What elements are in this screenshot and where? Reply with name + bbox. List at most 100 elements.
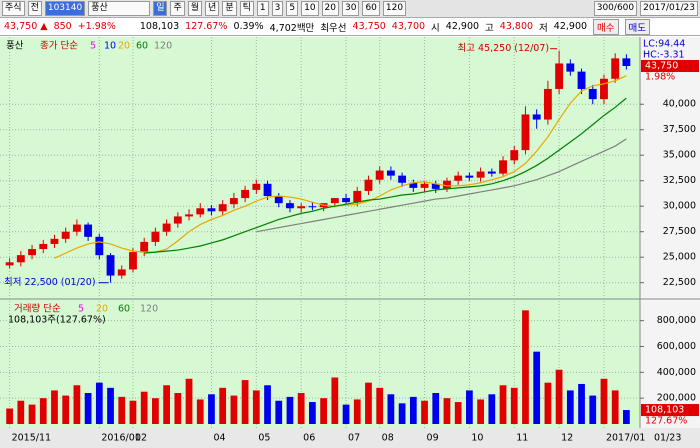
candle-body: [140, 241, 149, 253]
tool[interactable]: 틱: [239, 1, 254, 16]
candle-body: [510, 150, 519, 161]
buy-button[interactable]: 매수: [593, 18, 619, 35]
y-tick-label: 35,000: [663, 150, 696, 161]
candle-body: [499, 160, 507, 174]
candle-body: [207, 208, 216, 212]
y-tick-label: 37,500: [663, 124, 696, 135]
volume-bar: [95, 382, 103, 424]
candle-body: [72, 224, 81, 232]
ask: 43,750: [352, 21, 386, 32]
candle-body: [50, 238, 59, 244]
volume-bar: [342, 404, 350, 424]
legend-entry: 20: [96, 304, 108, 315]
tool[interactable]: 60: [362, 1, 380, 16]
x-tick-label: 11: [516, 433, 528, 444]
volume-bar: [140, 391, 148, 424]
tool[interactable]: 1: [256, 1, 269, 16]
volume-bar: [600, 378, 608, 424]
candle-body: [16, 255, 25, 263]
range[interactable]: 300/600: [593, 1, 638, 16]
candle-body: [330, 198, 339, 204]
volume-bar: [39, 398, 47, 424]
candle-body: [521, 114, 530, 151]
stock-name[interactable]: 풍산: [88, 1, 151, 16]
x-tick-label: 08: [382, 433, 394, 444]
tool[interactable]: 일: [153, 1, 168, 16]
legend-entry: 60: [136, 41, 148, 52]
volume-bar: [264, 385, 271, 424]
candle-body: [476, 171, 485, 178]
candle-body: [487, 171, 496, 174]
tool[interactable]: 20: [321, 1, 339, 16]
rate: +1.98%: [77, 21, 116, 32]
low-note: 최저 22,500 (01/20): [4, 277, 96, 288]
volume-bar: [398, 403, 406, 424]
legend-entry: 10: [104, 41, 116, 52]
volume-bar: [51, 390, 58, 424]
x-tick-label: 05: [258, 433, 270, 444]
tool[interactable]: 120: [382, 1, 407, 16]
volume-bar: [421, 400, 428, 424]
volume-bar: [544, 382, 552, 424]
volume-bar: [432, 393, 440, 424]
volume-bar: [353, 399, 361, 424]
volume-bar: [409, 396, 417, 424]
candle-body: [229, 198, 238, 205]
tool[interactable]: 30: [342, 1, 360, 16]
candle-body: [95, 236, 104, 256]
candle-body: [39, 243, 48, 250]
volume-bar: [62, 395, 70, 424]
sell-button[interactable]: 매도: [624, 18, 651, 35]
volume-bar: [73, 385, 81, 424]
candle-body: [443, 180, 451, 189]
low: 42,900: [553, 21, 588, 32]
volume-bar: [286, 396, 294, 424]
volume-bar: [611, 390, 619, 424]
volume-bar: [387, 394, 395, 424]
tool[interactable]: 5: [286, 1, 299, 16]
tool[interactable]: 10: [301, 1, 319, 16]
candle-body: [375, 170, 384, 180]
candle-body: [241, 189, 250, 199]
y-tick-label: 30,000: [663, 201, 696, 212]
candle-body: [543, 88, 552, 120]
turnover: 0.39%: [233, 21, 264, 32]
candle-body: [252, 183, 261, 190]
candle-body: [364, 179, 373, 191]
volume-bar: [499, 385, 507, 424]
date-axis-bg: [0, 428, 700, 448]
volume-rate: 127.67%: [645, 416, 687, 427]
volume-bar: [533, 351, 541, 424]
x-tick-label: 2015/11: [12, 433, 51, 444]
candle-body: [600, 78, 608, 100]
volume-bar: [152, 398, 159, 424]
tool[interactable]: 주: [170, 1, 185, 16]
candle-body: [431, 183, 440, 189]
date[interactable]: 2017/01/23: [640, 1, 698, 16]
candle-body: [185, 214, 193, 217]
x-tick-label: 09: [427, 433, 439, 444]
x-tick-label: 01/23: [654, 433, 681, 444]
candle-body: [577, 71, 586, 89]
candle-body: [555, 63, 564, 89]
tool[interactable]: 년: [205, 1, 220, 16]
volume-bar: [297, 393, 305, 424]
y-tick-label: 32,500: [663, 175, 696, 186]
tool[interactable]: 분: [222, 1, 237, 16]
low-label: 저: [539, 22, 548, 34]
volume-bar: [252, 390, 260, 424]
volume-bar: [522, 310, 529, 424]
volume-bar: [107, 387, 114, 424]
tool[interactable]: 전: [27, 1, 42, 16]
last-price: 43,750: [645, 61, 678, 72]
tool[interactable]: 주식: [2, 1, 25, 16]
volume-bar: [578, 383, 585, 424]
tool[interactable]: 3: [271, 1, 284, 16]
candle-body: [196, 208, 205, 215]
code[interactable]: 103140: [44, 1, 86, 16]
high-label: 고: [485, 22, 494, 34]
candle-body: [151, 231, 160, 242]
tool[interactable]: 월: [187, 1, 203, 16]
best: 최우선: [320, 22, 347, 34]
